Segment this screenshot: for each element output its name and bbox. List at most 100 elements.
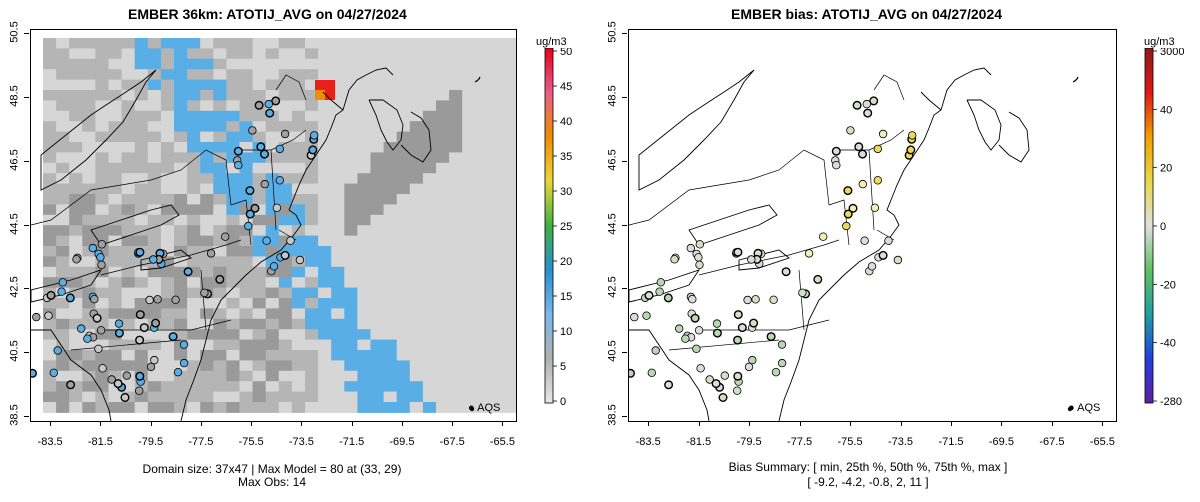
left-grid-cell	[514, 350, 516, 361]
left-grid-cell	[514, 194, 516, 205]
left-grid-cell	[239, 329, 254, 341]
left-coastline	[31, 67, 432, 421]
left-grid-cell	[187, 194, 201, 205]
left-grid-cell	[462, 38, 476, 49]
left-grid-cell	[226, 38, 240, 49]
left-grid-cell	[357, 235, 371, 247]
left-grid-cell	[409, 90, 424, 101]
left-grid-cell	[160, 370, 175, 382]
left-grid-cell	[82, 391, 96, 403]
left-grid-cell	[514, 318, 516, 330]
left-grid-cell	[278, 100, 293, 112]
left-grid-cell	[331, 110, 345, 122]
left-grid-cell	[82, 152, 96, 164]
left-grid-cell	[43, 69, 57, 81]
left-grid-cell	[331, 48, 345, 60]
right-y-tick-mark	[622, 160, 627, 162]
left-grid-cell	[501, 162, 516, 174]
left-grid-cell	[514, 235, 516, 247]
left-grid-cell	[318, 173, 332, 185]
left-grid-cell	[370, 350, 385, 361]
left-grid-cell	[147, 287, 162, 299]
left-grid-cell	[43, 48, 57, 60]
left-grid-cell	[134, 121, 149, 133]
left-grid-cell	[305, 256, 319, 268]
left-grid-cell	[147, 69, 162, 81]
right-station-marker	[718, 393, 728, 403]
left-grid-cell	[69, 391, 83, 403]
left-grid-cell	[121, 69, 136, 81]
left-grid-cell	[422, 318, 437, 330]
left-grid-cell	[344, 391, 358, 403]
left-grid-cell	[318, 360, 332, 372]
left-grid-cell	[291, 402, 306, 413]
left-grid-cell	[239, 225, 254, 237]
left-station-marker	[94, 344, 103, 353]
left-lakes-outline	[31, 69, 192, 303]
left-station-marker	[245, 209, 255, 219]
left-grid-cell	[160, 235, 175, 247]
left-grid-cell	[226, 225, 240, 237]
left-grid-cell	[82, 225, 96, 237]
left-grid-cell	[200, 370, 214, 382]
right-colorbar-ramp	[1144, 48, 1154, 404]
left-grid-cell	[187, 131, 201, 143]
left-grid-cell	[95, 287, 109, 299]
left-grid-cell	[370, 298, 385, 309]
left-grid-cell	[344, 329, 358, 341]
left-grid-cell	[160, 277, 175, 289]
left-grid-cell	[226, 204, 240, 216]
left-grid-cell	[187, 162, 201, 174]
left-grid-cell	[383, 360, 398, 372]
left-grid-cell	[82, 121, 96, 133]
left-x-tick-label: -75.5	[238, 436, 264, 448]
left-grid-cell	[187, 235, 201, 247]
right-panel: EMBER bias: ATOTIJ_AVG on 04/27/2024 -83…	[600, 0, 1200, 502]
left-grid-cell	[462, 183, 476, 195]
left-grid-cell	[226, 246, 240, 257]
left-grid-cell	[514, 308, 516, 320]
left-grid-cell	[305, 121, 319, 133]
left-grid-cell	[383, 391, 398, 403]
left-grid-cell	[265, 287, 280, 299]
right-x-tick-mark	[698, 421, 700, 426]
left-grid-cell	[422, 298, 437, 309]
left-station-marker	[135, 371, 145, 381]
left-grid-cell	[239, 308, 254, 320]
left-grid-cell	[291, 79, 306, 91]
left-grid-cell	[95, 225, 109, 237]
left-grid-cell	[252, 370, 267, 382]
left-grid-cell	[174, 90, 188, 101]
left-grid-cell	[69, 287, 83, 299]
left-grid-cell	[95, 318, 109, 330]
left-station-marker	[264, 99, 273, 109]
left-grid-cell	[239, 370, 254, 382]
left-grid-cell	[95, 391, 109, 403]
left-grid-cell	[187, 173, 201, 185]
left-colorbar-unit: ug/m3	[536, 36, 567, 48]
left-grid-cell	[252, 235, 267, 247]
left-grid-cell	[436, 360, 450, 372]
right-state-borders	[629, 74, 905, 351]
left-grid-cell	[213, 79, 227, 91]
right-station-marker	[858, 179, 867, 189]
left-grid-cell	[174, 204, 188, 216]
left-grid-cell	[331, 298, 345, 309]
left-grid-cell	[108, 308, 123, 320]
left-grid-cell	[370, 235, 385, 247]
left-grid-cell	[449, 152, 463, 164]
left-grid-cell	[213, 246, 227, 257]
left-grid-cell	[56, 266, 70, 278]
left-grid-cell	[265, 183, 280, 195]
left-grid-cell	[134, 360, 149, 372]
left-grid-cell	[226, 277, 240, 289]
left-grid-cell	[239, 110, 254, 122]
left-grid-cell	[252, 48, 267, 60]
left-grid-cell	[501, 391, 516, 403]
left-grid-cell	[278, 38, 293, 49]
left-grid-cell	[121, 162, 136, 174]
left-grid-cell	[239, 90, 254, 101]
left-grid-cell	[422, 69, 437, 81]
left-grid-cell	[43, 402, 57, 413]
left-grid-cell	[357, 90, 371, 101]
